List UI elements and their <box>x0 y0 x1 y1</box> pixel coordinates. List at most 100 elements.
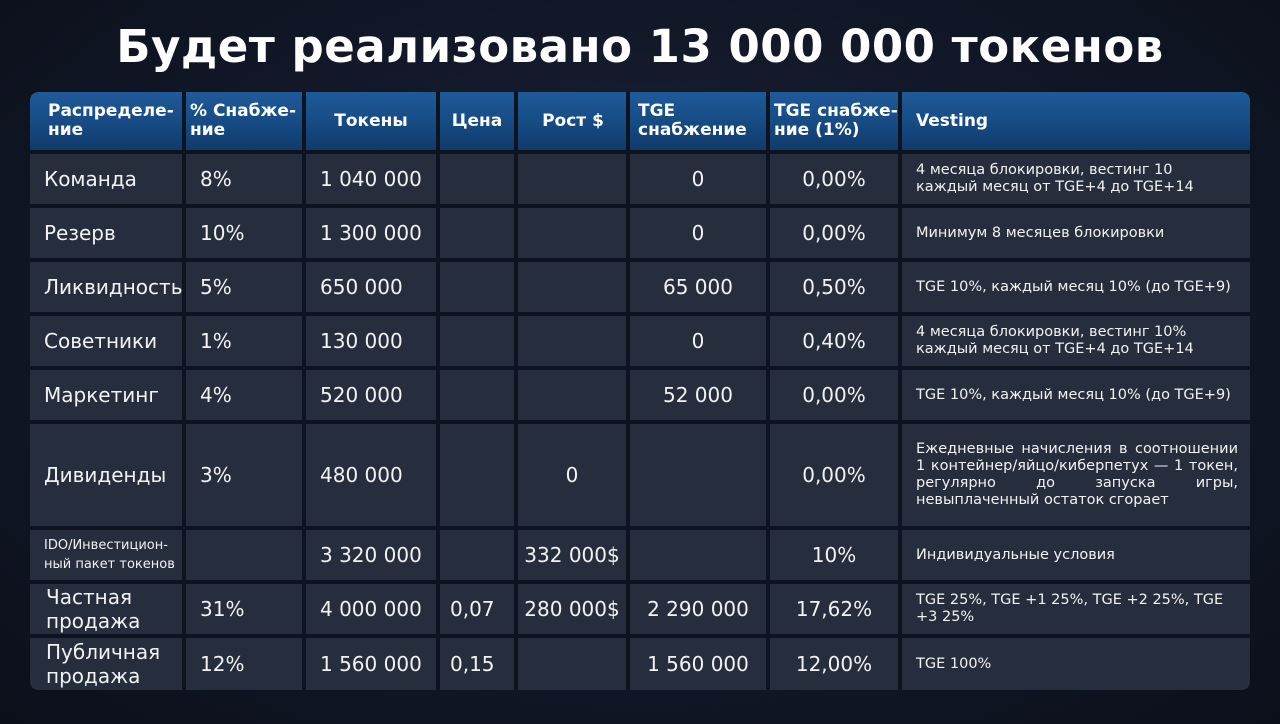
cell-text: TGE 10%, каждый месяц 10% (до TGE+9) <box>916 386 1231 403</box>
cell-private-sale-tokens: 4 000 000 <box>306 584 436 634</box>
cell-text: 0,40% <box>802 329 866 353</box>
cell-team-growth <box>518 154 626 204</box>
cell-text: 0,00% <box>802 463 866 487</box>
cell-team-tge-pct: 0,00% <box>770 154 898 204</box>
cell-text: 65 000 <box>663 275 733 299</box>
cell-text: Ликвидность <box>44 275 183 299</box>
cell-private-sale-pct: 31% <box>186 584 302 634</box>
cell-reserve-name: Резерв <box>30 208 182 258</box>
cell-reserve-growth <box>518 208 626 258</box>
cell-public-sale-tge-pct: 12,00% <box>770 638 898 690</box>
cell-marketing-growth <box>518 370 626 420</box>
cell-liquidity-price <box>440 262 514 312</box>
cell-ido-name: IDO/Инвестицион- ный пакет токенов <box>30 530 182 580</box>
cell-text: 0 <box>691 221 705 245</box>
token-distribution-table: Распределе- ние % Снабже- ние Токены Цен… <box>30 92 1250 690</box>
header-distribution: Распределе- ние <box>48 101 174 140</box>
cell-text: 130 000 <box>320 329 403 353</box>
cell-text: 1 560 000 <box>647 652 749 676</box>
cell-private-sale-vesting: TGE 25%, TGE +1 25%, TGE +2 25%, TGE +3 … <box>902 584 1250 634</box>
cell-text: Резерв <box>44 221 116 245</box>
table-header: Распределе- ние % Снабже- ние Токены Цен… <box>30 92 1250 150</box>
cell-public-sale-pct: 12% <box>186 638 302 690</box>
cell-text: 12,00% <box>795 652 873 676</box>
cell-text: 3% <box>200 463 232 487</box>
cell-public-sale-price: 0,15 <box>440 638 514 690</box>
cell-marketing-tge-pct: 0,00% <box>770 370 898 420</box>
cell-text: 1 300 000 <box>320 221 422 245</box>
cell-text: Маркетинг <box>44 383 159 407</box>
header-growth: Рост $ <box>542 110 604 131</box>
cell-text: 12% <box>200 652 245 676</box>
header-vesting: Vesting <box>916 110 989 131</box>
cell-text: 332 000$ <box>524 543 620 567</box>
cell-public-sale-name: Публичная продажа <box>30 638 182 690</box>
cell-public-sale-growth <box>518 638 626 690</box>
cell-text: 480 000 <box>320 463 403 487</box>
cell-ido-tge-pct: 10% <box>770 530 898 580</box>
cell-dividends-vesting: Ежедневные начисления в соотношении 1 ко… <box>902 424 1250 526</box>
cell-text: TGE 10%, каждый месяц 10% (до TGE+9) <box>916 278 1231 295</box>
header-supply-pct: % Снабже- ние <box>190 101 297 140</box>
cell-ido-tokens: 3 320 000 <box>306 530 436 580</box>
cell-ido-vesting: Индивидуальные условия <box>902 530 1250 580</box>
cell-ido-tge <box>630 530 766 580</box>
header-divider <box>302 92 306 150</box>
cell-team-name: Команда <box>30 154 182 204</box>
cell-text: 52 000 <box>663 383 733 407</box>
cell-team-vesting: 4 месяца блокировки, вестинг 10 каждый м… <box>902 154 1250 204</box>
cell-team-price <box>440 154 514 204</box>
cell-text: 3 320 000 <box>320 543 422 567</box>
cell-team-tge: 0 <box>630 154 766 204</box>
cell-ido-pct <box>186 530 302 580</box>
cell-ido-price <box>440 530 514 580</box>
cell-text: 17,62% <box>795 597 873 621</box>
cell-text: 0,15 <box>450 652 495 676</box>
cell-private-sale-price: 0,07 <box>440 584 514 634</box>
header-divider <box>766 92 770 150</box>
cell-text: Команда <box>44 167 137 191</box>
cell-text: TGE 100% <box>916 655 992 672</box>
cell-text: TGE 25%, TGE +1 25%, TGE +2 25%, TGE +3 … <box>916 592 1224 625</box>
header-tge-supply-pct: TGE снабже- ние (1%) <box>774 101 898 140</box>
cell-text: Индивидуальные условия <box>916 546 1115 563</box>
cell-text: 0,07 <box>450 597 495 621</box>
cell-private-sale-tge: 2 290 000 <box>630 584 766 634</box>
cell-text: 0 <box>691 167 705 191</box>
cell-marketing-vesting: TGE 10%, каждый месяц 10% (до TGE+9) <box>902 370 1250 420</box>
cell-text: Минимум 8 месяцев блокировки <box>916 224 1165 241</box>
cell-text: 0 <box>691 329 705 353</box>
cell-text: Публичная продажа <box>46 640 161 688</box>
cell-text: 280 000$ <box>524 597 620 621</box>
cell-public-sale-tge: 1 560 000 <box>630 638 766 690</box>
cell-liquidity-vesting: TGE 10%, каждый месяц 10% (до TGE+9) <box>902 262 1250 312</box>
cell-ido-growth: 332 000$ <box>518 530 626 580</box>
cell-team-pct: 8% <box>186 154 302 204</box>
cell-private-sale-name: Частная продажа <box>30 584 182 634</box>
cell-dividends-pct: 3% <box>186 424 302 526</box>
cell-text: 1 040 000 <box>320 167 422 191</box>
cell-text: Ежедневные начисления в соотношении 1 ко… <box>916 441 1238 508</box>
cell-liquidity-pct: 5% <box>186 262 302 312</box>
cell-text: 8% <box>200 167 232 191</box>
cell-advisors-name: Советники <box>30 316 182 366</box>
cell-liquidity-tge-pct: 0,50% <box>770 262 898 312</box>
cell-marketing-name: Маркетинг <box>30 370 182 420</box>
cell-text: 0,00% <box>802 167 866 191</box>
cell-dividends-growth: 0 <box>518 424 626 526</box>
cell-advisors-tge-pct: 0,40% <box>770 316 898 366</box>
header-divider <box>898 92 902 150</box>
cell-text: 0,00% <box>802 221 866 245</box>
cell-text: Советники <box>44 329 158 353</box>
cell-dividends-tge-pct: 0,00% <box>770 424 898 526</box>
cell-text: 650 000 <box>320 275 403 299</box>
cell-public-sale-tokens: 1 560 000 <box>306 638 436 690</box>
header-divider <box>436 92 440 150</box>
cell-advisors-price <box>440 316 514 366</box>
cell-text: 5% <box>200 275 232 299</box>
page-title: Будет реализовано 13 000 000 токенов <box>116 20 1164 73</box>
cell-liquidity-growth <box>518 262 626 312</box>
cell-dividends-tokens: 480 000 <box>306 424 436 526</box>
cell-text: 0,50% <box>802 275 866 299</box>
header-tge-supply: TGE снабжение <box>638 101 747 140</box>
